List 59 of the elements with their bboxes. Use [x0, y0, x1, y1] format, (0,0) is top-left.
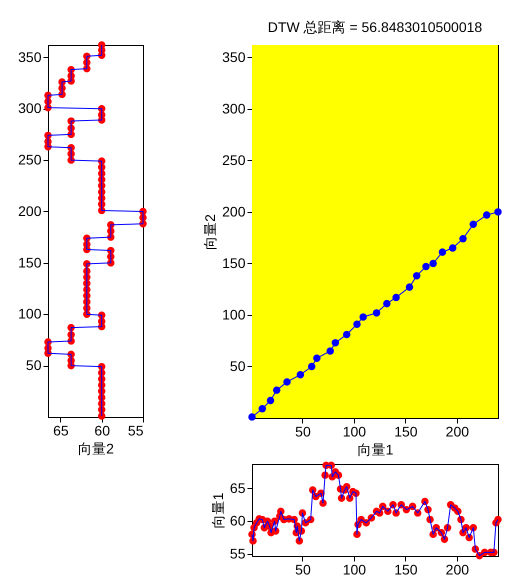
y-axis-title: 向量2 — [202, 214, 218, 250]
point — [429, 260, 437, 268]
x-axis-title: 向量2 — [78, 440, 114, 456]
y-tick-label: 50 — [26, 357, 42, 374]
point — [482, 211, 490, 219]
x-tick-label: 65 — [53, 422, 69, 438]
point — [258, 405, 266, 412]
point — [383, 300, 391, 308]
x-axis-title: 向量1 — [358, 442, 394, 458]
point — [272, 386, 280, 394]
y-tick-label: 300 — [222, 100, 246, 116]
y-tick-label: 50 — [230, 358, 246, 374]
y-tick-label: 250 — [222, 152, 246, 168]
point — [313, 354, 321, 362]
point — [353, 320, 361, 328]
x-tick-label: 100 — [342, 562, 366, 578]
y-tick-label: 100 — [18, 306, 42, 322]
y-tick-label: 300 — [18, 100, 42, 116]
y-tick-label: 350 — [18, 48, 42, 65]
point — [392, 294, 400, 302]
y-tick-label: 150 — [18, 254, 42, 270]
x-tick-label: 60 — [94, 422, 110, 438]
point — [412, 272, 420, 280]
y-tick-label: 350 — [222, 48, 246, 65]
point — [332, 339, 340, 346]
x-tick-label: 150 — [394, 562, 418, 578]
y-tick-label: 100 — [222, 306, 246, 322]
y-axis-title: 向量1 — [210, 492, 226, 528]
y-tick-label: 60 — [230, 512, 246, 529]
point — [342, 330, 350, 338]
point — [494, 208, 502, 216]
point — [470, 220, 478, 228]
y-tick-label: 55 — [230, 546, 246, 562]
point — [326, 347, 334, 355]
point — [308, 362, 316, 370]
point — [283, 378, 291, 386]
x-tick-label: 100 — [342, 424, 366, 440]
point — [406, 283, 414, 291]
chart-title: DTW 总距离 = 56.8483010500018 — [268, 19, 482, 35]
point — [248, 413, 256, 421]
y-tick-label: 200 — [18, 202, 42, 219]
y-tick-label: 150 — [222, 254, 246, 271]
point — [449, 244, 456, 252]
point — [438, 248, 446, 256]
point — [296, 371, 304, 378]
point — [459, 235, 467, 242]
point — [372, 309, 380, 317]
x-tick-label: 50 — [295, 562, 311, 578]
x-tick-label: 50 — [295, 424, 311, 440]
point — [359, 313, 367, 321]
y-tick-label: 250 — [18, 152, 42, 168]
x-tick-label: 55 — [128, 422, 144, 438]
x-tick-label: 150 — [394, 424, 418, 440]
y-tick-label: 65 — [230, 480, 246, 496]
point — [266, 396, 274, 404]
x-tick-label: 200 — [446, 424, 470, 440]
x-tick-label: 200 — [446, 562, 470, 578]
y-tick-label: 200 — [222, 203, 246, 220]
point — [422, 262, 430, 270]
